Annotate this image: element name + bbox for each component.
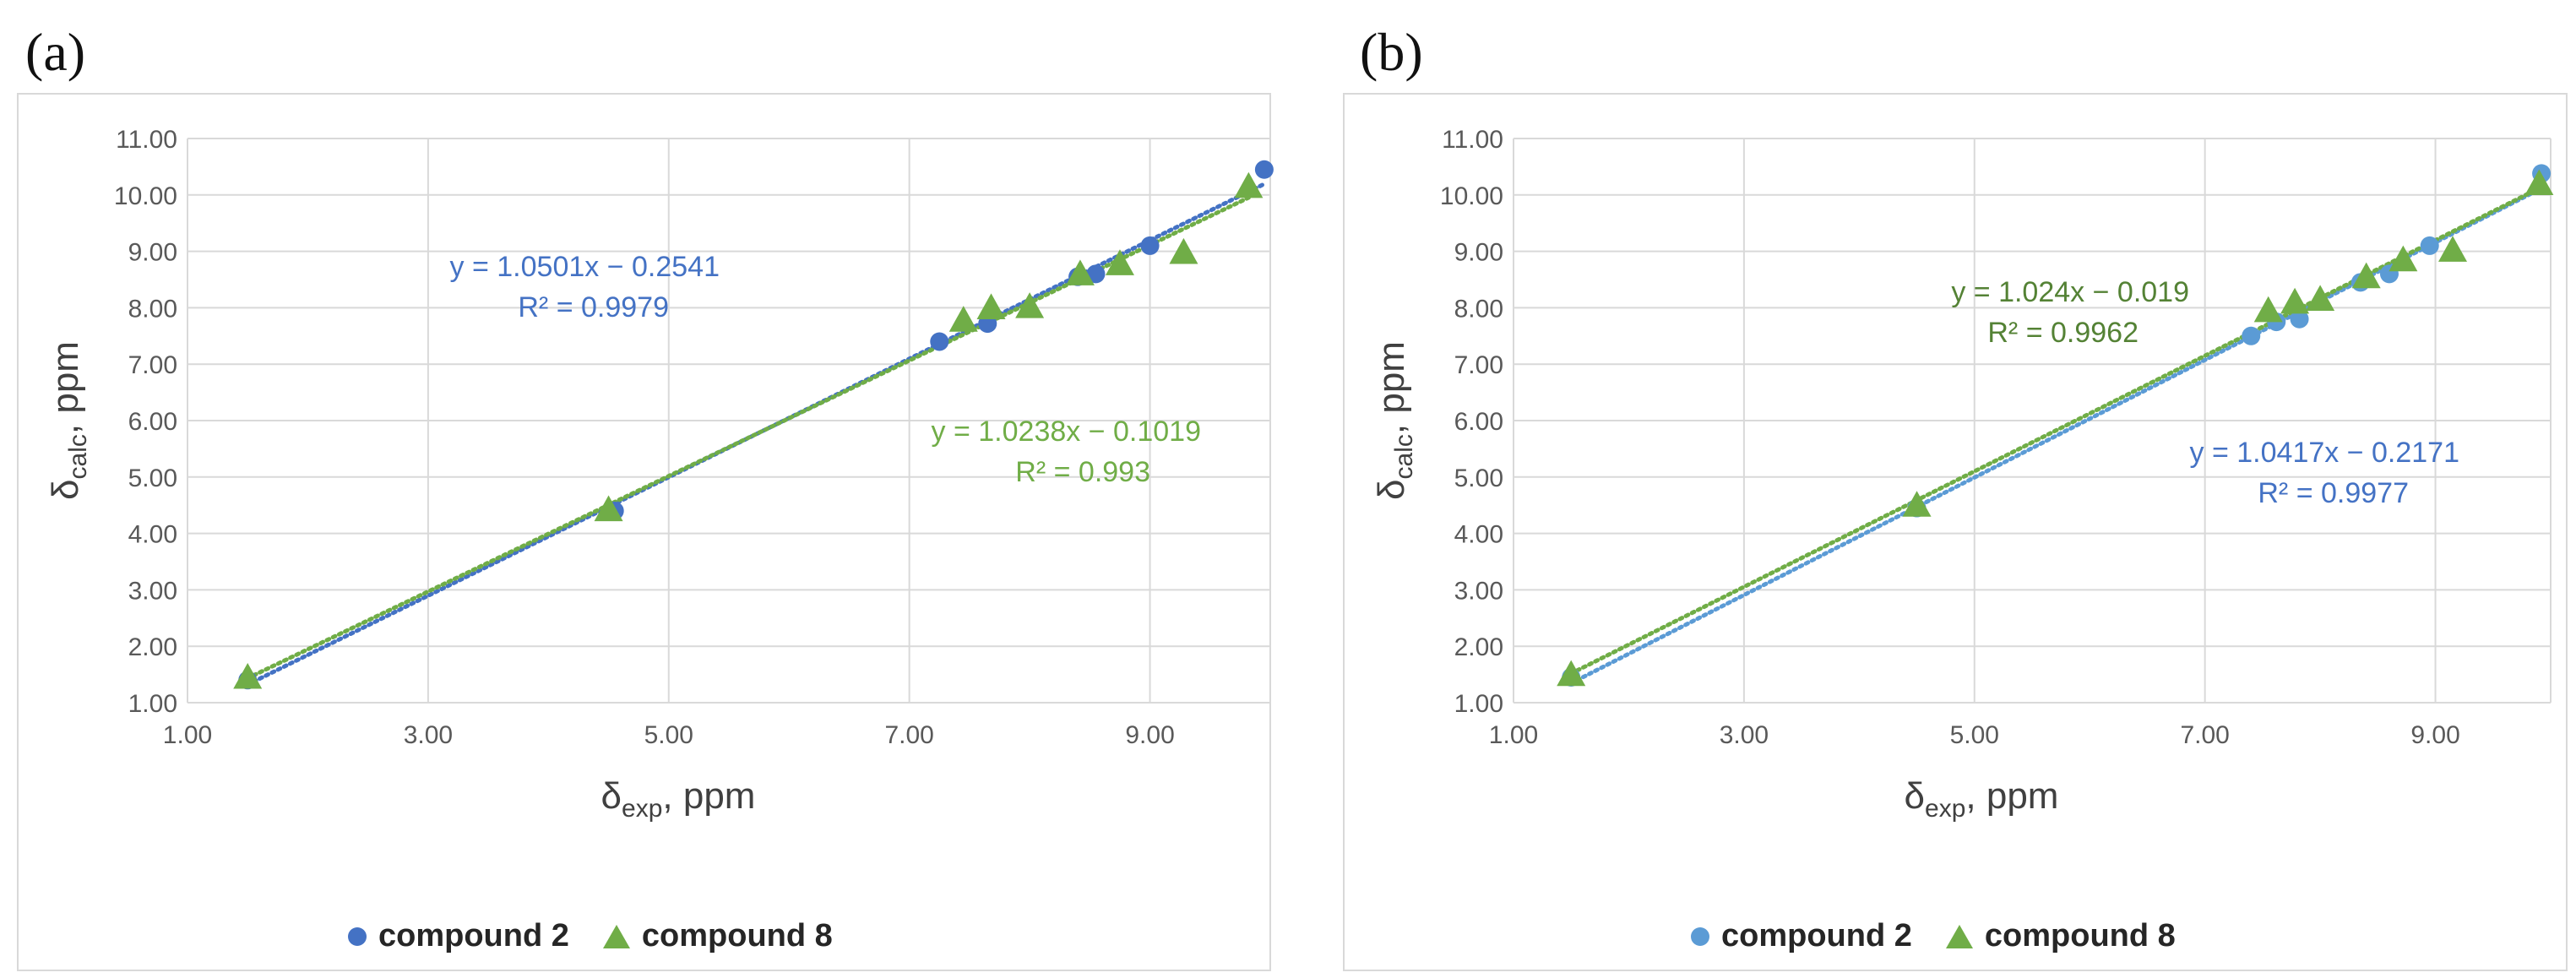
data-point-compound-8 (2280, 287, 2310, 314)
chart-a-legend: compound 2 compound 8 (348, 918, 833, 954)
trendline-equation: y = 1.0417x − 0.2171 (2190, 437, 2459, 469)
triangle-marker-icon (602, 924, 630, 948)
triangle-marker-icon (1945, 924, 1973, 948)
trendline-r2: R² = 0.9979 (518, 291, 669, 323)
chart-b-frame: 1.00 2.00 3.00 4.00 5.00 6.00 7.00 8.00 9.00 10.0… (1343, 93, 2568, 971)
circle-marker-icon (1691, 926, 1709, 946)
y-tick-label: 4.00 (128, 521, 177, 549)
x-tick-label: 9.00 (1125, 721, 1174, 749)
legend-label: compound 2 (1721, 918, 1912, 954)
legend-label: compound 2 (378, 918, 569, 954)
y-tick-label: 10.00 (1440, 182, 1503, 210)
trendline-r2: R² = 0.9962 (1987, 317, 2139, 349)
trendline-compound-8 (1568, 186, 2541, 676)
legend-item-compound-8: compound 8 (602, 918, 833, 954)
x-tick-label: 5.00 (1950, 721, 1999, 749)
y-tick-label: 3.00 (128, 577, 177, 605)
legend-item-compound-8: compound 8 (1945, 918, 2176, 954)
trendline-r2: R² = 0.993 (1015, 456, 1150, 488)
chart-a: 1.00 2.00 3.00 4.00 5.00 6.00 7.00 8.00 9.00 10.0… (45, 126, 1274, 823)
data-point-compound-8 (1015, 292, 1045, 318)
x-tick-label: 1.00 (163, 721, 212, 749)
chart-b: 1.00 2.00 3.00 4.00 5.00 6.00 7.00 8.00 9.00 10.0… (1371, 126, 2554, 823)
data-point-compound-8 (2524, 169, 2554, 196)
data-point-compound-2 (2290, 309, 2309, 329)
panel-a-label: (a) (25, 22, 86, 82)
data-point-compound-8 (1065, 259, 1095, 285)
data-point-compound-8 (2438, 236, 2468, 262)
data-point-compound-8 (1169, 237, 1198, 264)
y-tick-label: 9.00 (1454, 239, 1503, 267)
x-tick-label: 3.00 (404, 721, 453, 749)
y-tick-label: 11.00 (1442, 126, 1503, 154)
x-tick-label: 7.00 (2180, 721, 2229, 749)
x-tick-label: 1.00 (1489, 721, 1538, 749)
data-point-compound-8 (1234, 171, 1264, 198)
panel-b-label: (b) (1360, 22, 1423, 82)
y-tick-label: 7.00 (128, 351, 177, 379)
chart-a-frame: 1.00 2.00 3.00 4.00 5.00 6.00 7.00 8.00 9.00 10.0… (17, 93, 1274, 971)
trendline-equation: y = 1.024x − 0.019 (1951, 276, 2189, 308)
legend-item-compound-2: compound 2 (1691, 918, 1912, 954)
data-point-compound-8 (2389, 245, 2418, 272)
y-tick-label: 8.00 (128, 295, 177, 323)
y-axis-title: δcalc, ppm (1371, 341, 1418, 500)
data-point-compound-8 (1105, 249, 1134, 275)
data-point-compound-8 (594, 495, 623, 522)
y-tick-label: 8.00 (1454, 295, 1503, 323)
data-point-compound-8 (976, 293, 1006, 319)
legend-label: compound 8 (641, 918, 833, 954)
y-tick-label: 2.00 (128, 633, 177, 661)
data-point-compound-8 (2351, 262, 2381, 289)
data-point-compound-2 (1254, 160, 1274, 179)
data-point-compound-2 (2242, 326, 2261, 345)
chart-b-legend: compound 2 compound 8 (1691, 918, 2176, 954)
data-point-compound-8 (2306, 285, 2335, 311)
y-tick-label: 1.00 (128, 690, 177, 718)
legend-item-compound-2: compound 2 (348, 918, 569, 954)
trendline-compound-2 (1568, 186, 2544, 686)
x-axis-title: δexp, ppm (601, 775, 756, 823)
y-tick-label: 6.00 (128, 408, 177, 436)
y-tick-label: 1.00 (1454, 690, 1503, 718)
data-point-compound-2 (930, 332, 949, 351)
data-point-compound-8 (1902, 491, 1932, 517)
data-point-compound-8 (1557, 660, 1586, 687)
trendline-r2: R² = 0.9977 (2258, 477, 2409, 509)
y-tick-label: 5.00 (1454, 465, 1503, 492)
data-point-compound-2 (1086, 264, 1106, 284)
y-tick-label: 4.00 (1454, 521, 1503, 549)
y-tick-label: 5.00 (128, 465, 177, 492)
trendline-equation: y = 1.0238x − 0.1019 (932, 416, 1201, 448)
y-tick-label: 10.00 (114, 182, 177, 210)
x-axis-title: δexp, ppm (1905, 775, 2059, 823)
y-tick-label: 6.00 (1454, 408, 1503, 436)
x-tick-label: 7.00 (884, 721, 933, 749)
data-point-compound-2 (1140, 236, 1160, 255)
x-tick-label: 3.00 (1720, 721, 1769, 749)
x-tick-label: 5.00 (644, 721, 693, 749)
y-tick-label: 2.00 (1454, 633, 1503, 661)
data-point-compound-2 (2420, 236, 2439, 255)
trendline-equation: y = 1.0501x − 0.2541 (450, 251, 720, 283)
x-tick-label: 9.00 (2410, 721, 2459, 749)
data-point-compound-8 (948, 306, 978, 332)
y-tick-label: 11.00 (116, 126, 177, 154)
data-point-compound-8 (2253, 296, 2283, 323)
data-point-compound-8 (233, 662, 263, 689)
y-tick-label: 7.00 (1454, 351, 1503, 379)
y-tick-label: 3.00 (1454, 577, 1503, 605)
circle-marker-icon (348, 926, 367, 946)
y-tick-label: 9.00 (128, 239, 177, 267)
y-axis-title: δcalc, ppm (45, 341, 92, 500)
legend-label: compound 8 (1984, 918, 2176, 954)
